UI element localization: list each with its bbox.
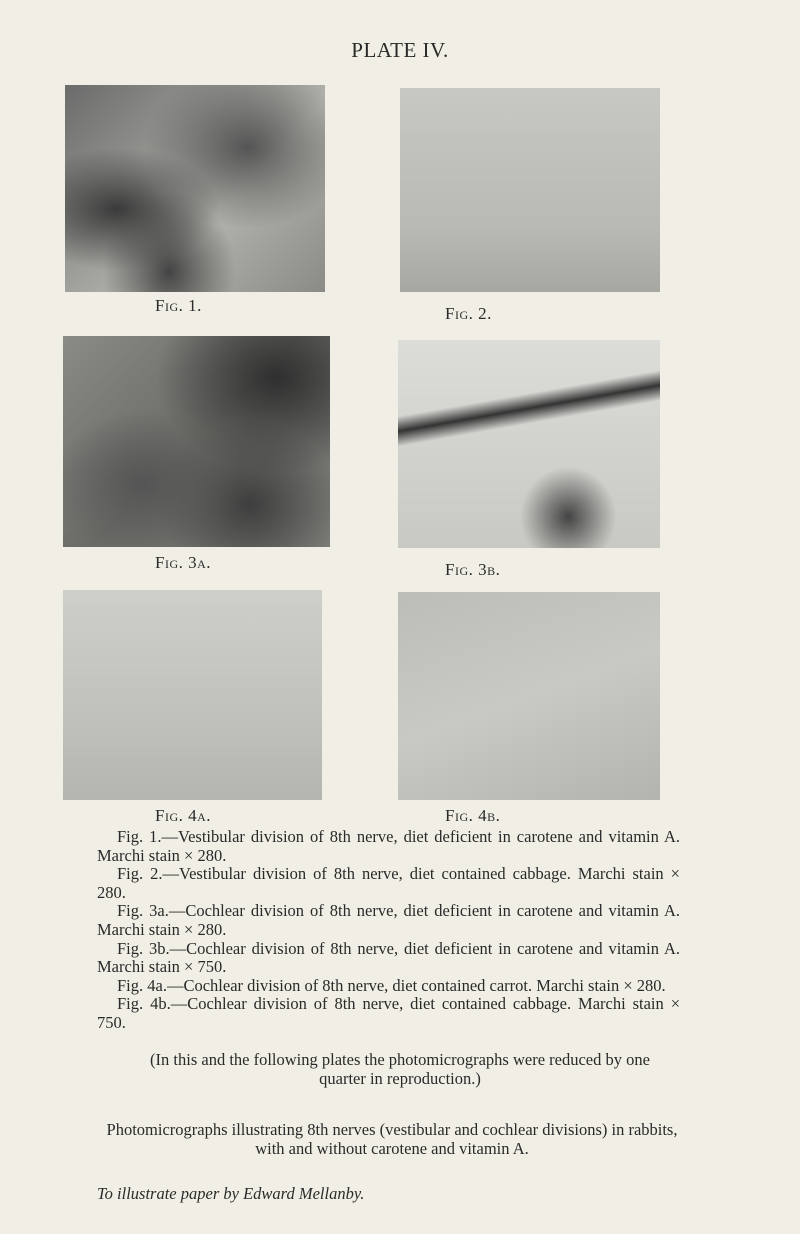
caption: Fig. 4a.—Cochlear division of 8th nerve,… [117, 975, 666, 995]
caption: Fig. 1.—Vestibular division of 8th nerve… [97, 827, 680, 865]
note: (In this and the following plates the ph… [150, 1050, 650, 1088]
captions: Fig. 1.—Vestibular division of 8th nerve… [97, 827, 680, 1033]
description: Photomicrographs illustrating 8th nerves… [106, 1120, 678, 1158]
caption: Fig. 4b.—Cochlear division of 8th nerve,… [97, 994, 680, 1032]
caption: Fig. 2.—Vestibular division of 8th nerve… [97, 864, 680, 902]
photomicrograph [65, 85, 325, 292]
figure-label: Fig. 1. [155, 296, 202, 315]
figure-label: Fig. 3a. [155, 553, 212, 572]
caption: Fig. 3a.—Cochlear division of 8th nerve,… [97, 901, 680, 939]
figure-label: Fig. 4a. [155, 806, 212, 825]
photomicrograph [398, 340, 660, 548]
caption: Fig. 3b.—Cochlear division of 8th nerve,… [97, 938, 680, 977]
figure-label: Fig. 3b. [445, 560, 501, 579]
photomicrograph [63, 336, 330, 547]
photomicrograph [400, 88, 660, 292]
photomicrograph [63, 590, 322, 800]
figure-label: Fig. 4b. [445, 806, 501, 825]
plate-title: PLATE IV. [351, 38, 449, 62]
figure-label: Fig. 2. [445, 304, 492, 323]
photomicrograph [398, 592, 660, 800]
credit: To illustrate paper by Edward Mellanby. [97, 1184, 365, 1203]
